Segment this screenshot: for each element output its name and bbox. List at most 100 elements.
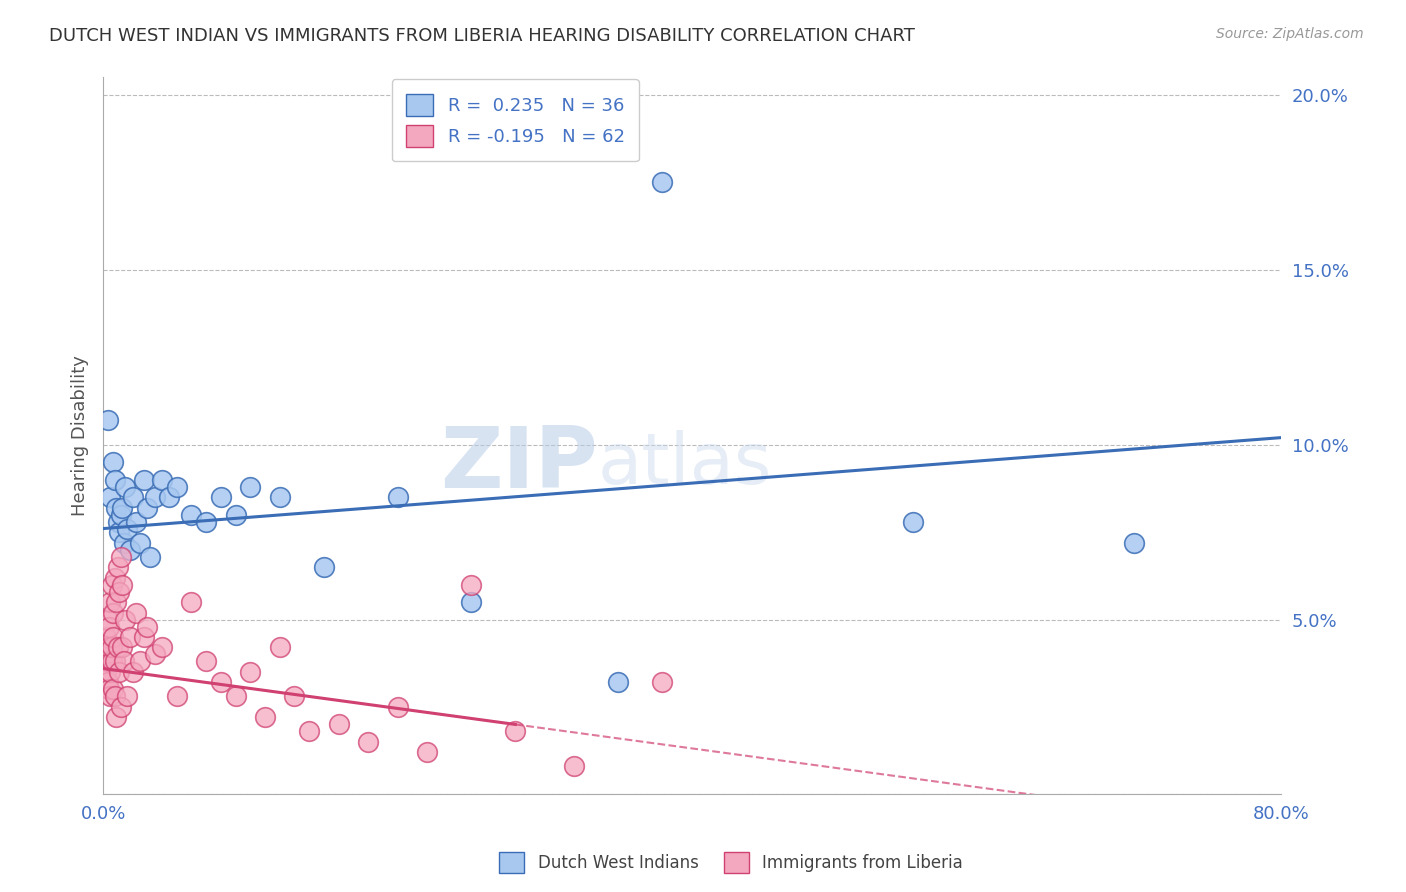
Point (101, 640, 124, 655)
Point (104, 655, 127, 669)
Point (94, 648, 117, 662)
Point (139, 549, 162, 564)
Point (103, 682, 125, 697)
Point (121, 490, 143, 504)
Point (129, 535, 152, 549)
Point (105, 500, 128, 515)
Point (96, 655, 118, 669)
Point (387, 700, 409, 714)
Text: atlas: atlas (598, 430, 772, 500)
Point (100, 690, 122, 704)
Point (111, 577, 134, 591)
Point (103, 630, 125, 644)
Point (115, 522, 138, 536)
Point (225, 508, 247, 522)
Point (416, 746, 439, 760)
Point (134, 473, 156, 487)
Point (101, 655, 124, 669)
Point (118, 630, 141, 644)
Point (98, 640, 121, 655)
Point (96, 413, 118, 427)
Point (239, 480, 262, 494)
Point (98, 682, 121, 697)
Text: DUTCH WEST INDIAN VS IMMIGRANTS FROM LIBERIA HEARING DISABILITY CORRELATION CHAR: DUTCH WEST INDIAN VS IMMIGRANTS FROM LIB… (49, 27, 915, 45)
Point (328, 717, 350, 731)
Point (269, 640, 291, 655)
Point (225, 690, 247, 704)
Point (105, 595, 128, 609)
Point (100, 490, 122, 504)
Point (107, 515, 129, 529)
Point (107, 560, 129, 574)
Point (107, 640, 129, 655)
Point (387, 490, 409, 504)
Point (269, 490, 291, 504)
Point (121, 665, 143, 679)
Point (100, 595, 122, 609)
Point (94, 665, 117, 679)
Point (108, 584, 131, 599)
Point (93, 640, 115, 655)
Point (166, 690, 188, 704)
Point (1122, 535, 1144, 549)
Point (108, 665, 131, 679)
Point (503, 724, 526, 739)
Legend: Dutch West Indians, Immigrants from Liberia: Dutch West Indians, Immigrants from Libe… (494, 846, 969, 880)
Point (651, 675, 673, 690)
Point (105, 710, 128, 724)
Point (118, 542, 141, 557)
Point (136, 500, 159, 515)
Point (104, 690, 127, 704)
Point (101, 577, 124, 591)
Point (114, 480, 136, 494)
Point (100, 665, 122, 679)
Point (134, 630, 156, 644)
Text: Source: ZipAtlas.com: Source: ZipAtlas.com (1216, 27, 1364, 41)
Point (209, 490, 232, 504)
Point (124, 515, 146, 529)
Point (112, 655, 135, 669)
Point (104, 570, 127, 584)
Point (157, 490, 180, 504)
Point (96, 675, 118, 690)
Point (115, 690, 138, 704)
Point (114, 613, 136, 627)
Point (298, 724, 321, 739)
Point (150, 640, 173, 655)
Point (108, 524, 131, 539)
Y-axis label: Hearing Disability: Hearing Disability (72, 356, 89, 516)
Point (239, 665, 262, 679)
Point (136, 619, 159, 633)
Point (180, 508, 202, 522)
Point (180, 595, 202, 609)
Point (283, 690, 305, 704)
Point (110, 700, 132, 714)
Point (124, 606, 146, 620)
Point (112, 535, 135, 549)
Point (651, 175, 673, 189)
Point (129, 655, 152, 669)
Point (460, 595, 482, 609)
Point (103, 606, 125, 620)
Point (357, 735, 380, 749)
Point (901, 515, 924, 529)
Point (104, 473, 127, 487)
Point (110, 508, 132, 522)
Point (607, 675, 630, 690)
Point (254, 710, 277, 724)
Point (562, 759, 585, 773)
Point (98, 619, 121, 633)
Point (143, 490, 166, 504)
Point (312, 560, 335, 574)
Point (110, 549, 132, 564)
Point (111, 500, 134, 515)
Point (111, 640, 134, 655)
Point (150, 473, 173, 487)
Point (166, 480, 188, 494)
Point (195, 655, 218, 669)
Point (195, 515, 218, 529)
Point (96, 613, 118, 627)
Point (93, 655, 115, 669)
Point (460, 577, 482, 591)
Text: ZIP: ZIP (440, 423, 598, 506)
